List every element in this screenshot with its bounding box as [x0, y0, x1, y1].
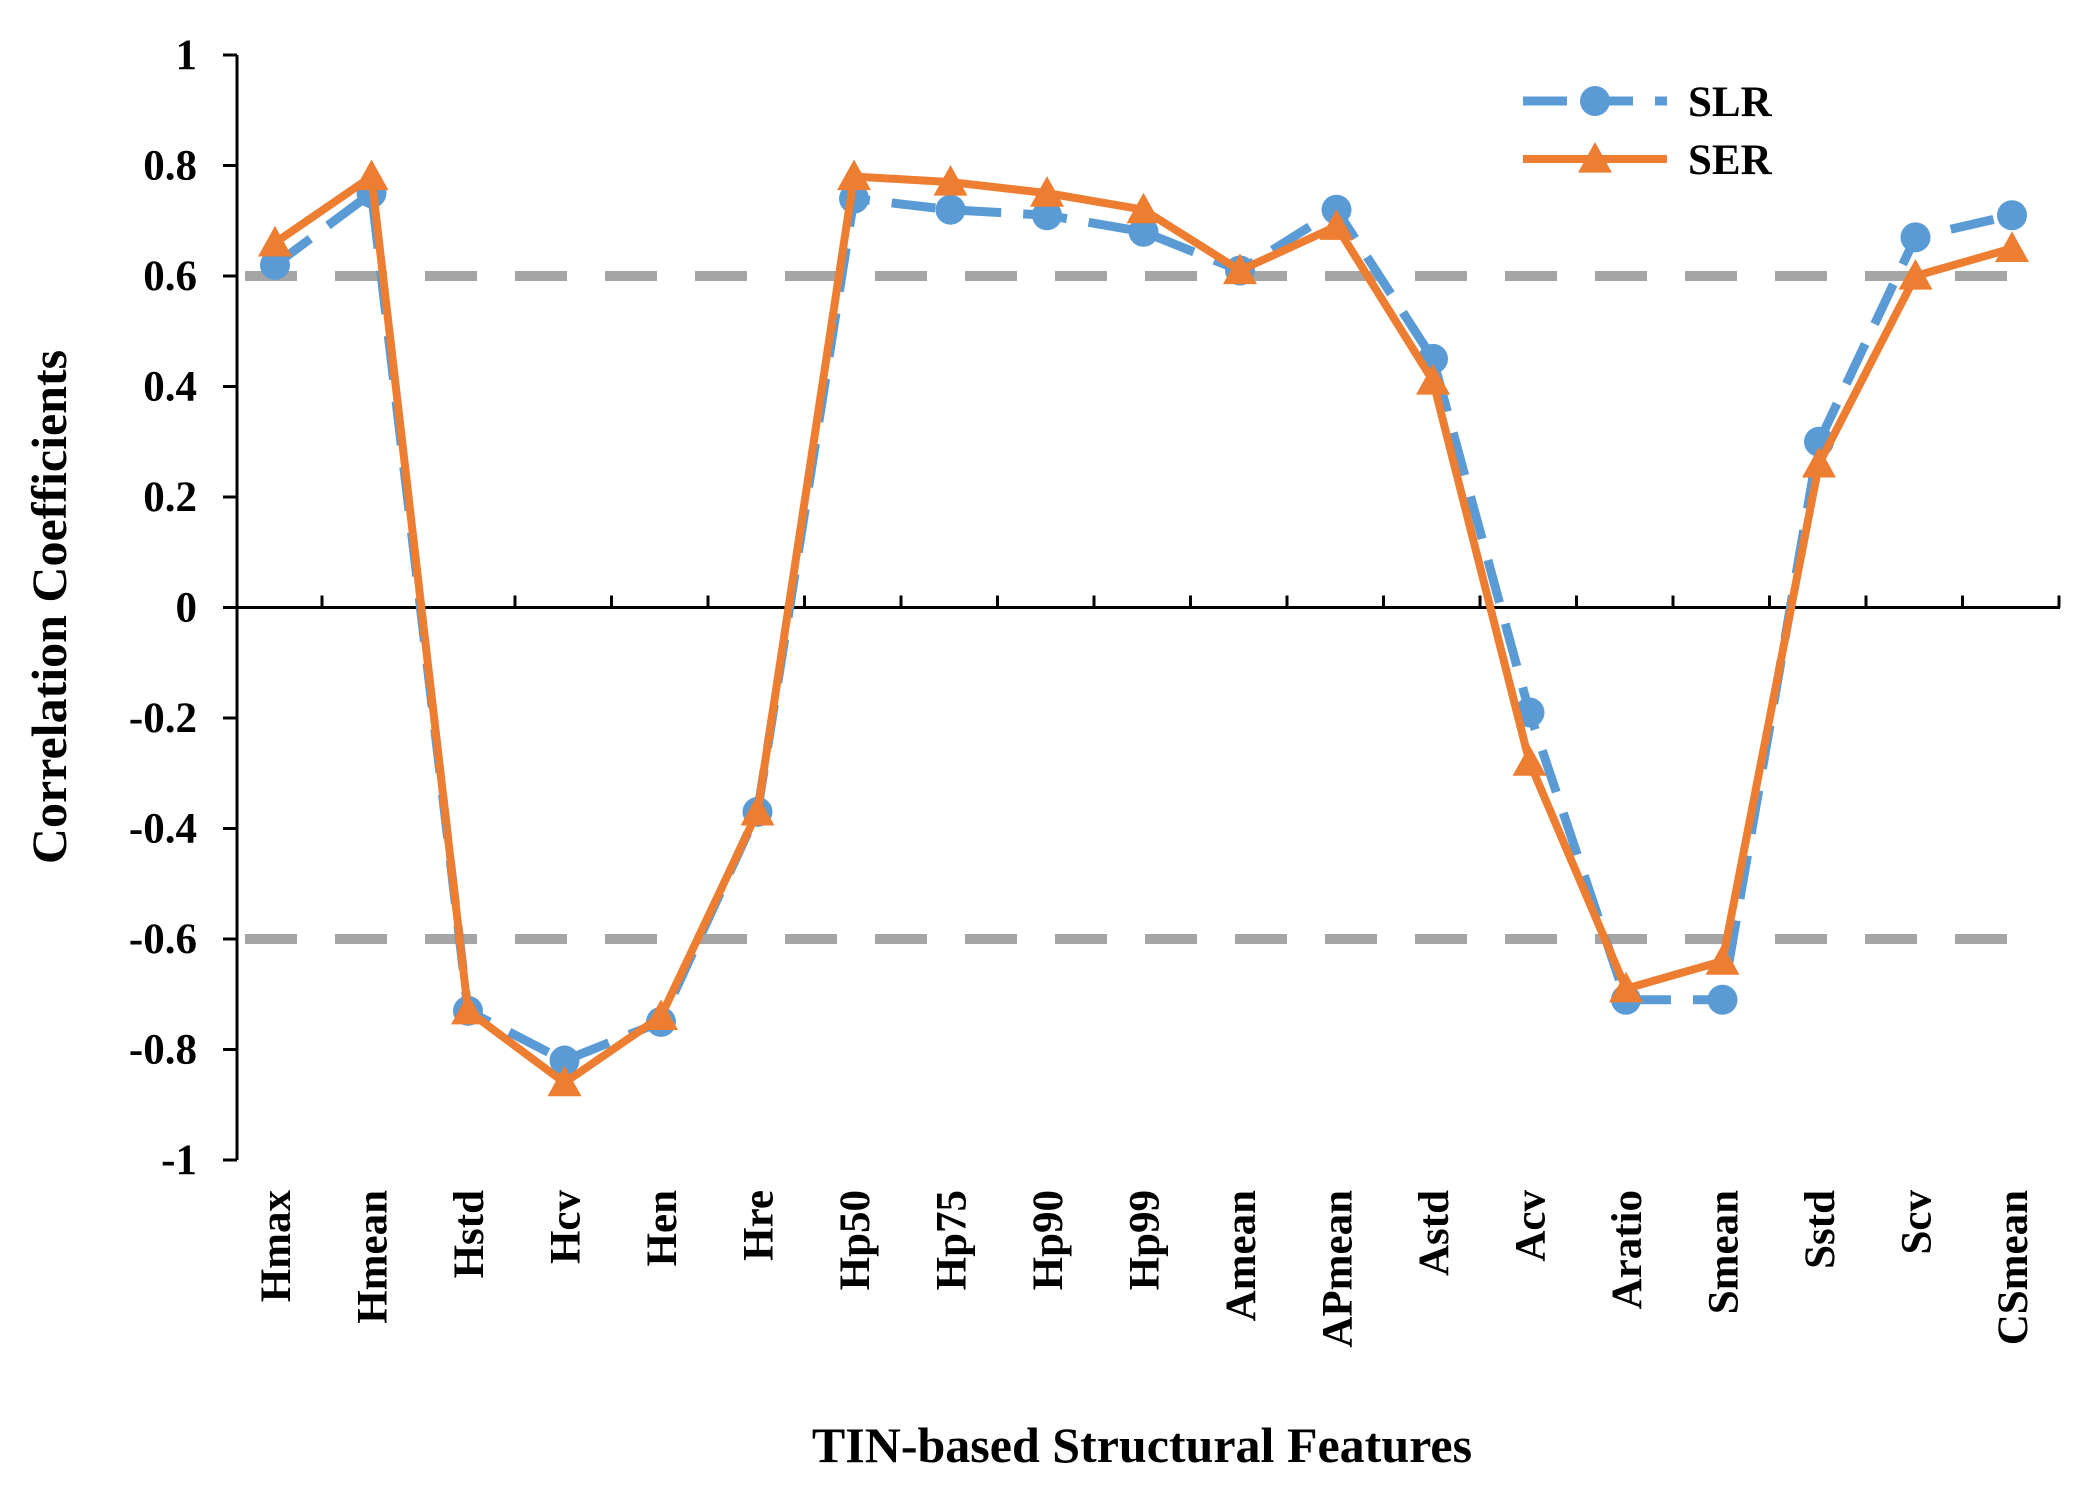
data-point-ser [1995, 231, 2029, 262]
data-point-ser [1416, 363, 1450, 395]
series-ser [258, 159, 2029, 1097]
x-axis-title: TIN-based Structural Features [812, 1417, 1472, 1473]
data-point-ser [258, 225, 292, 257]
y-tick-label: 0.6 [143, 253, 197, 300]
data-point-ser [644, 999, 678, 1030]
y-tick-label: -0.6 [129, 916, 197, 963]
x-tick-label: Smean [1701, 1190, 1748, 1314]
x-tick-label: CSmean [1990, 1190, 2037, 1345]
x-tick-label: Hcv [543, 1190, 590, 1265]
x-tick-label: Hp99 [1122, 1190, 1169, 1290]
x-tick-label: Hp90 [1025, 1190, 1072, 1290]
x-tick-label: Scv [1894, 1190, 1941, 1255]
data-point-slr [1032, 200, 1062, 231]
data-point-ser [1705, 944, 1740, 975]
data-point-ser [451, 993, 485, 1025]
y-axis-title: Correlation Coefficients [21, 350, 77, 864]
legend-label-slr: SLR [1688, 79, 1773, 126]
y-tick-label: 0.4 [143, 364, 197, 411]
x-tick-label: Sstd [1797, 1190, 1844, 1269]
x-tick-label: Astd [1411, 1190, 1458, 1276]
data-point-slr [549, 1045, 580, 1076]
y-tick-label: -0.4 [129, 806, 197, 853]
data-point-ser [354, 159, 389, 191]
x-tick-label: Amean [1218, 1190, 1265, 1321]
y-tick-label: -1 [161, 1137, 197, 1184]
x-tick-label: APmean [1315, 1190, 1362, 1348]
legend-marker-ser [1578, 142, 1612, 173]
data-point-ser [1223, 253, 1257, 285]
y-tick-label: 1 [176, 32, 198, 79]
legend: SLR SER [1523, 79, 1773, 184]
data-point-ser [547, 1065, 582, 1097]
x-tick-label: Aratio [1604, 1190, 1651, 1309]
data-point-ser [1512, 745, 1547, 776]
y-tick-label: 0 [176, 585, 198, 632]
x-tick-label: Hp50 [832, 1190, 879, 1290]
x-tick-label: Acv [1508, 1190, 1555, 1262]
series-line-slr [272, 188, 2014, 1066]
legend-marker-slr [1580, 86, 1610, 116]
data-point-slr [1900, 222, 1931, 253]
data-point-ser [1898, 259, 1933, 290]
y-tick-label: 0.8 [143, 143, 197, 190]
data-point-slr [260, 249, 290, 280]
data-point-ser [1609, 971, 1643, 1003]
y-tick-label: 0.2 [143, 474, 197, 521]
data-point-ser [933, 165, 968, 196]
data-point-ser [1802, 446, 1836, 478]
data-point-slr [1997, 200, 2027, 231]
y-axis-ticks: 1 0.8 0.6 0.4 0.2 0 -0.2 -0.4 -0.6 -0.8 -1 [129, 32, 237, 1184]
y-tick-label: -0.2 [129, 695, 197, 742]
series-line-ser [272, 172, 2014, 1087]
data-point-ser [740, 794, 775, 826]
data-point-ser [837, 159, 871, 191]
x-tick-label: Hmean [350, 1190, 397, 1324]
data-point-slr [935, 194, 966, 225]
x-tick-label: Hp75 [929, 1190, 976, 1290]
data-point-slr [1707, 984, 1738, 1015]
series-layer [258, 159, 2029, 1097]
legend-label-ser: SER [1688, 137, 1773, 184]
x-tick-label: Hstd [446, 1190, 493, 1279]
x-tick-label: Hre [736, 1190, 783, 1261]
data-point-ser [1030, 176, 1064, 207]
data-point-ser [1319, 209, 1354, 240]
y-tick-label: -0.8 [129, 1027, 197, 1074]
x-tick-label: Hmax [253, 1190, 300, 1303]
data-point-slr [1128, 216, 1159, 247]
x-tick-label: Hen [639, 1190, 686, 1267]
data-point-ser [1126, 192, 1161, 224]
x-axis-ticks: Hmax Hmean Hstd Hcv Hen Hre Hp50 Hp75 Hp90 Hp99 Am… [253, 595, 2061, 1348]
